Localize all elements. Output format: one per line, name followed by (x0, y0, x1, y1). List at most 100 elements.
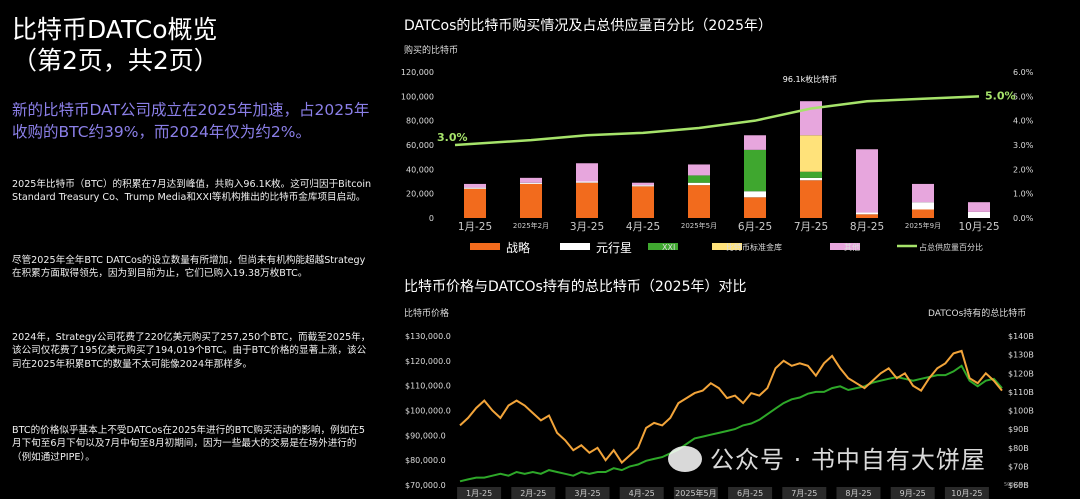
x-tick-label: 7月-25 (791, 489, 817, 498)
bar-segment (576, 182, 598, 218)
x-tick-label: 6月-25 (738, 221, 772, 233)
x-tick-bg (619, 487, 664, 499)
legend-label: 元行星 (596, 241, 632, 255)
btc-price-line (459, 349, 1003, 465)
y-tick-label: 60,000 (406, 141, 434, 150)
legend-label: 比特币标准金库 (726, 242, 782, 252)
y2-tick-label: 4.0% (1013, 117, 1034, 126)
legend-label: XXI (662, 243, 675, 252)
bar-segment (800, 135, 822, 172)
y2-tick-label: $70B (1008, 462, 1029, 471)
y2-tick-label: 1.0% (1013, 190, 1034, 199)
legend-swatch (560, 243, 590, 250)
bar-segment (912, 202, 934, 210)
x-tick-bg (728, 487, 773, 499)
chart1-title: DATCos的比特币购买情况及占总供应量百分比（2025年） (404, 18, 773, 34)
x-tick-label: 8月-25 (850, 221, 884, 233)
paragraph-4: BTC的价格似乎基本上不受DATCos在2025年进行的BTC购买活动的影响，例… (12, 425, 366, 463)
x-tick-bg (782, 487, 827, 499)
end-percent-label: 5.0% (985, 89, 1016, 102)
bar-segment (856, 212, 878, 215)
paragraph-2: 尽管2025年全年BTC DATCos的设立数量有所增加，但尚未有机构能超越St… (12, 255, 366, 280)
legend-swatch (712, 243, 742, 250)
bar-segment (968, 211, 990, 218)
y-tick-label: 100,000 (401, 92, 434, 101)
watermark-text: 公众号 · 书中自有大饼屋 (710, 446, 986, 474)
y-tick-label: $130,000.0 (405, 332, 451, 341)
start-percent-label: 3.0% (437, 131, 468, 144)
y2-tick-label: 6.0% (1013, 68, 1034, 77)
paragraph-3: 2024年，Strategy公司花费了220亿美元购买了257,250个BTC，… (12, 332, 371, 370)
bar-segment (688, 164, 710, 176)
y2-tick-label: $80B (1008, 444, 1029, 453)
x-tick-label: 2025年2月 (513, 221, 549, 230)
x-tick-label: 2025年5月 (675, 488, 716, 498)
bar-segment (912, 209, 934, 218)
bar-segment (688, 185, 710, 218)
bar-segment (968, 202, 990, 212)
y-tick-label: 40,000 (406, 165, 434, 174)
legend-label: 其他 (844, 242, 860, 252)
y-tick-label: $110,000.0 (405, 382, 451, 391)
x-tick-label: 8月-25 (845, 489, 871, 498)
x-tick-bg (836, 487, 881, 499)
x-tick-label: 9月-25 (900, 489, 926, 498)
x-tick-label: 3月-25 (574, 489, 600, 498)
y-tick-label: $90,000.0 (405, 431, 446, 440)
highlight-subtitle: 新的比特币DAT公司成立在2025年加速，占2025年收购的BTC约39%，而2… (12, 101, 370, 141)
y2-tick-label: $90B (1008, 425, 1029, 434)
bar-segment (912, 183, 934, 203)
page-title: 比特币DATCo概览 （第2页，共2页） (12, 15, 219, 75)
x-tick-label: 1月-25 (466, 489, 492, 498)
paragraph-1: 2025年比特币（BTC）的积累在7月达到峰值，共购入96.1K枚。这可归因于B… (12, 179, 372, 204)
x-tick-bg (944, 487, 989, 499)
peak-annotation: 96.1k枚比特币 (783, 74, 837, 84)
x-tick-label: 7月-25 (794, 221, 828, 233)
bar-segment (632, 186, 654, 218)
bar-segment (464, 187, 486, 189)
x-tick-label: 4月-25 (626, 221, 660, 233)
y-tick-label: $100,000.0 (405, 407, 451, 416)
y2-tick-label: $60B (1008, 481, 1029, 490)
chart2-ylabel: 比特币价格 (404, 309, 450, 319)
bar-segment (856, 214, 878, 218)
bar-segment (800, 180, 822, 218)
bar-segment (632, 185, 654, 187)
bar-segment (520, 183, 542, 218)
y-tick-label: 80,000 (406, 117, 434, 126)
x-tick-label: 10月-25 (951, 489, 982, 498)
y2-tick-label: 5.0% (1013, 92, 1034, 101)
x-tick-bg (511, 487, 556, 499)
bar-segment (632, 182, 654, 186)
y-tick-label: 120,000 (401, 68, 434, 77)
y2-tick-label: 2.0% (1013, 165, 1034, 174)
y-tick-label: $80,000.0 (405, 456, 446, 465)
watermark: 公众号 · 书中自有大饼屋 (668, 440, 986, 475)
bar-segment (800, 171, 822, 178)
bar-segment (520, 182, 542, 184)
x-tick-label: 2025年9月 (905, 221, 941, 230)
x-tick-label: 10月-25 (958, 221, 999, 233)
chart2-title: 比特币价格与DATCOs持有的总比特币（2025年）对比 (404, 279, 747, 295)
y-tick-label: 0 (429, 214, 434, 223)
summary-panel: 比特币DATCo概览 （第2页，共2页） 新的比特币DAT公司成立在2025年加… (0, 0, 385, 499)
chart1-ylabel: 购买的比特币 (404, 46, 459, 56)
chart2-y2label: DATCOs持有的总比特币 (928, 309, 1027, 319)
x-tick-label: 4月-25 (629, 489, 655, 498)
y2-tick-label: $120B (1008, 369, 1034, 378)
holdings-line (459, 364, 1003, 483)
y-tick-label: $120,000.0 (405, 357, 451, 366)
x-tick-bg (673, 487, 718, 499)
legend-swatch (648, 243, 678, 250)
bar-segment (464, 183, 486, 188)
x-tick-label: 3月-25 (570, 221, 604, 233)
bar-segment (576, 163, 598, 182)
x-tick-label: 6月-25 (737, 489, 763, 498)
wechat-icon (668, 446, 702, 472)
x-tick-label: 2025年5月 (681, 221, 717, 230)
supply-percent-line (454, 95, 980, 147)
y-tick-label: 20,000 (406, 190, 434, 199)
legend-label: 战略 (506, 240, 530, 255)
